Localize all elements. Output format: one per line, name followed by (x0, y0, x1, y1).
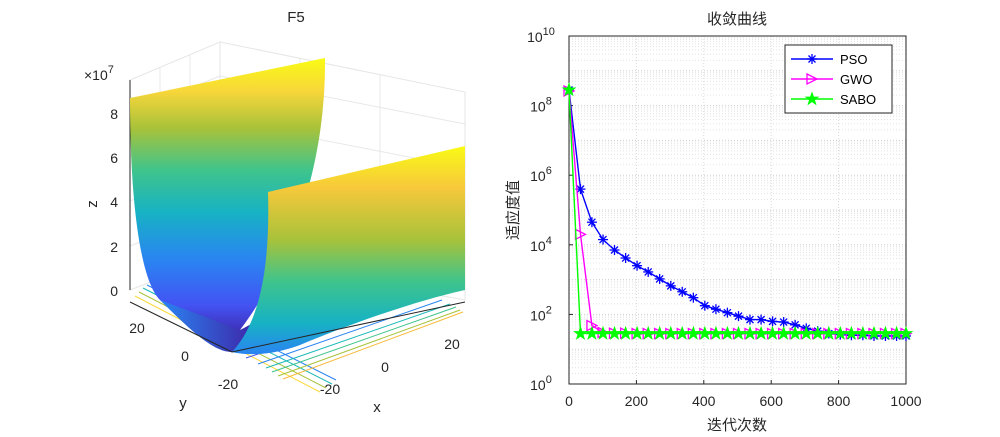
convergence-x-label: 迭代次数 (707, 416, 767, 434)
marker-star (898, 325, 914, 340)
marker-star (618, 325, 634, 340)
z-tick-label: 2 (110, 239, 118, 255)
marker-asterisk (665, 280, 676, 291)
legend-label: GWO (840, 72, 873, 87)
legend-item-sabo: SABO (791, 91, 876, 107)
marker-star (561, 82, 577, 97)
marker-star (640, 325, 656, 340)
convergence-title: 收敛曲线 (707, 10, 767, 28)
marker-asterisk (790, 319, 801, 330)
plot-frame (568, 35, 907, 385)
convergence-series (561, 82, 914, 341)
marker-star (595, 325, 611, 340)
y-tick-label: 100 (530, 374, 552, 393)
marker-asterisk (778, 317, 789, 328)
surface-plot: 8 6 4 2 0 ×107 z 20 0 -20 y -20 0 20 x F… (84, 9, 466, 416)
marker-asterisk (722, 307, 733, 318)
x-tick-label: 400 (692, 393, 716, 409)
y-tick-label: 106 (530, 165, 552, 184)
y-tick-label: 104 (530, 235, 552, 254)
series-sabo (561, 82, 914, 340)
convergence-plot: 0 200 400 600 800 1000 100 102 104 106 108 1010 收敛曲… (504, 10, 922, 434)
x-tick-label: -20 (320, 381, 340, 397)
x-axis-label: x (373, 399, 381, 416)
marker-star (573, 325, 588, 340)
marker-asterisk (632, 260, 643, 271)
y-axis-label: y (179, 395, 187, 412)
marker-asterisk (767, 316, 778, 327)
surface-title: F5 (287, 9, 305, 26)
z-axis-label: z (84, 200, 101, 208)
surface-right-wall (232, 146, 465, 355)
marker-asterisk (643, 266, 654, 277)
x-tick-label: 600 (760, 393, 784, 409)
legend-item-gwo: GWO (791, 72, 873, 87)
marker-triangle (806, 72, 819, 86)
marker-asterisk (710, 304, 721, 315)
marker-asterisk (654, 273, 665, 284)
marker-star (776, 325, 792, 340)
z-exponent: ×107 (84, 64, 114, 83)
marker-asterisk (677, 286, 688, 297)
y-tick-label: -20 (218, 376, 238, 392)
legend-label: PSO (840, 52, 867, 67)
marker-asterisk (807, 54, 817, 64)
marker-asterisk (756, 314, 767, 325)
z-ticks: 8 6 4 2 0 (110, 106, 118, 299)
z-tick-label: 4 (110, 194, 118, 210)
marker-star (866, 325, 882, 340)
marker-star (821, 325, 837, 340)
y-tick-label: 102 (530, 304, 552, 323)
marker-asterisk (699, 300, 710, 311)
marker-star (708, 325, 724, 340)
x-tick-label: 20 (444, 336, 460, 352)
z-tick-label: 8 (110, 106, 118, 122)
y-ticks: 20 0 -20 (129, 320, 238, 392)
marker-asterisk (598, 234, 609, 245)
marker-star (663, 325, 679, 340)
marker-star (753, 325, 769, 340)
x-tick-label: 800 (827, 393, 851, 409)
legend-label: SABO (840, 92, 876, 107)
z-tick-label: 0 (110, 283, 118, 299)
y-axis (129, 301, 233, 353)
x-axis (231, 301, 466, 353)
marker-asterisk (620, 253, 631, 264)
y-tick-label: 108 (530, 96, 552, 115)
marker-asterisk (733, 311, 744, 322)
x-tick-label: 0 (381, 359, 389, 375)
y-tick-label: 1010 (527, 26, 555, 45)
legend: PSO GWO SABO (784, 44, 893, 114)
x-ticks: -20 0 20 (320, 336, 460, 397)
convergence-y-label: 适应度值 (504, 180, 522, 240)
z-tick-label: 6 (110, 150, 118, 166)
x-tick-label: 0 (565, 393, 573, 409)
marker-asterisk (688, 292, 699, 303)
y-tick-label: 0 (181, 348, 189, 364)
marker-star (804, 91, 820, 106)
marker-asterisk (609, 245, 620, 256)
marker-star (731, 325, 746, 340)
legend-item-pso: PSO (791, 52, 867, 67)
marker-asterisk (586, 217, 597, 228)
marker-star (844, 325, 859, 340)
marker-star (798, 325, 814, 340)
marker-asterisk (744, 314, 755, 325)
x-tick-label: 1000 (890, 393, 921, 409)
y-tick-label: 20 (129, 320, 145, 336)
x-tick-label: 200 (625, 393, 649, 409)
marker-star (685, 325, 701, 340)
